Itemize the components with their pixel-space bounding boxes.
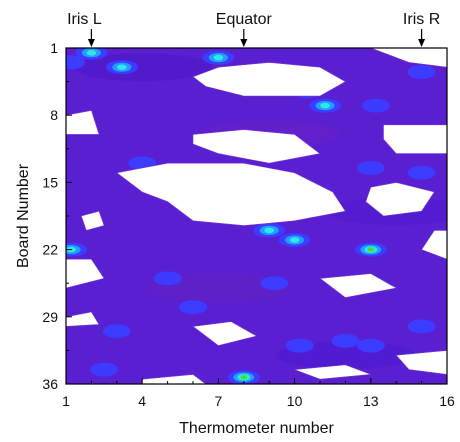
y-axis-title: Board Number: [15, 163, 32, 268]
x-tick-label: 7: [215, 393, 223, 409]
intensity-blob: [102, 324, 131, 339]
annotation-label: Iris R: [403, 11, 440, 28]
annotation: Iris L: [67, 11, 102, 47]
y-tick-label: 29: [42, 309, 58, 325]
arrow-head: [418, 39, 426, 47]
y-axis-ticks: 1 8 15 22 29 36: [42, 40, 72, 392]
low-value-region: [294, 364, 371, 380]
low-value-region: [383, 124, 447, 154]
intensity-blob: [407, 65, 436, 79]
intensity-blob: [260, 276, 289, 291]
intensity-blob: [407, 165, 436, 180]
annotation-label: Equator: [216, 11, 273, 28]
texture-band: [148, 274, 289, 302]
intensity-blob: [179, 300, 207, 315]
low-value-region: [66, 311, 100, 327]
low-value-region: [421, 230, 447, 260]
x-tick-label: 1: [62, 393, 70, 409]
intensity-blob: [356, 338, 385, 353]
low-value-regions: [66, 48, 447, 384]
plot-area: [66, 48, 447, 384]
intensity-blob: [253, 223, 286, 238]
y-tick-label: 8: [50, 107, 58, 123]
arrow-head: [240, 39, 248, 47]
x-axis-ticks: 1 4 7 10 13 16: [62, 378, 455, 409]
intensity-blob: [407, 319, 436, 334]
intensity-blobs: [66, 48, 447, 384]
low-value-region: [365, 182, 435, 217]
arrow-head: [87, 39, 95, 47]
intensity-blob: [202, 50, 235, 65]
y-tick-label: 36: [42, 376, 58, 392]
intensity-blob: [309, 98, 342, 113]
x-tick-label: 4: [138, 393, 146, 409]
intensity-blob: [153, 271, 182, 286]
intensity-blob: [66, 55, 86, 70]
low-value-region: [66, 258, 105, 289]
x-tick-label: 10: [287, 393, 303, 409]
intensity-blob: [75, 48, 108, 60]
x-tick-label: 16: [439, 393, 455, 409]
y-tick-label: 15: [42, 174, 58, 190]
annotations: Iris L Equator Iris R: [67, 11, 440, 47]
low-value-region: [192, 129, 321, 164]
x-axis-title: Thermometer number: [179, 420, 334, 437]
low-value-region: [80, 210, 105, 231]
intensity-blob: [227, 370, 260, 384]
annotation-label: Iris L: [67, 11, 102, 28]
texture-band: [72, 53, 213, 82]
intensity-blob: [90, 362, 119, 377]
x-tick-label: 13: [363, 393, 379, 409]
intensity-blob: [361, 98, 390, 113]
intensity-blob: [285, 338, 314, 353]
low-value-region: [116, 162, 346, 226]
low-value-region: [395, 350, 447, 375]
intensity-blob: [66, 242, 88, 257]
low-value-region: [370, 48, 447, 68]
intensity-blob: [356, 161, 385, 175]
intensity-blob: [105, 60, 138, 75]
intensity-blob: [278, 233, 311, 247]
low-value-region: [66, 110, 100, 135]
low-value-region: [192, 321, 258, 346]
y-tick-label: 1: [50, 40, 58, 56]
intensity-blob: [354, 242, 387, 257]
intensity-blob: [331, 333, 360, 348]
annotation: Iris R: [403, 11, 440, 47]
y-tick-label: 22: [42, 242, 58, 258]
low-value-region: [319, 273, 398, 298]
low-value-region: [192, 62, 347, 97]
annotation: Equator: [216, 11, 273, 47]
